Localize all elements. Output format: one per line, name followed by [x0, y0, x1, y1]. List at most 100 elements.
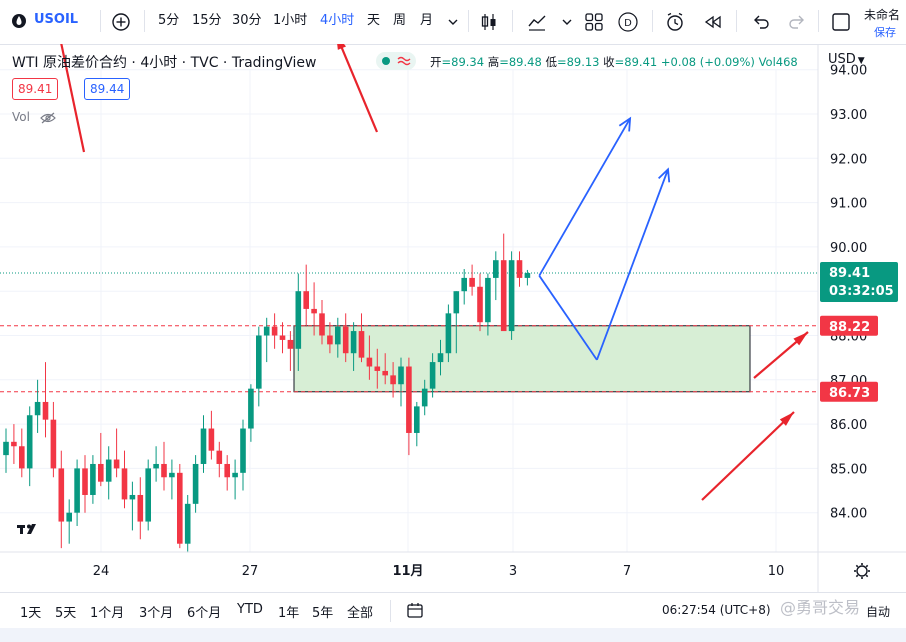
candle-body: [50, 419, 57, 469]
candle: [477, 273, 483, 332]
candle-body: [350, 331, 357, 354]
candle: [90, 455, 96, 504]
price-chart[interactable]: 84.0085.0086.0087.0088.0089.0090.0091.00…: [0, 44, 906, 592]
time-axis[interactable]: 24 27 11月 3 7 10: [0, 551, 906, 579]
candle: [319, 300, 325, 345]
goto-date-icon[interactable]: [406, 601, 424, 619]
undo-icon[interactable]: [750, 11, 772, 33]
buy-price-button[interactable]: 89.44: [84, 78, 131, 100]
interval-1d[interactable]: 天: [367, 13, 381, 28]
price-axis[interactable]: 84.0085.0086.0087.0088.0089.0090.0091.00…: [817, 44, 898, 592]
candle-body: [129, 494, 136, 500]
gear-tooth: [855, 564, 859, 568]
range-1m[interactable]: 1个月: [90, 606, 125, 621]
gear-tooth: [855, 574, 859, 578]
candle-body: [256, 335, 262, 389]
indicators-icon[interactable]: [526, 11, 548, 33]
alert-clock-icon[interactable]: [664, 11, 686, 33]
price-tick-label: 85.00: [830, 462, 867, 477]
chevron-down-icon[interactable]: [442, 11, 464, 33]
redo-icon[interactable]: [786, 11, 808, 33]
currency-selector[interactable]: USD ▼: [828, 52, 865, 67]
interval-1mo[interactable]: 月: [420, 13, 434, 28]
candle: [390, 362, 396, 398]
interval-1w[interactable]: 周: [393, 13, 407, 28]
candlestick-series: [3, 233, 531, 553]
range-1d[interactable]: 1天: [20, 606, 42, 621]
auto-scale-toggle[interactable]: 自动: [866, 605, 891, 619]
currency-label: USD: [828, 52, 856, 67]
candle-body: [82, 468, 88, 495]
chart-legend-title[interactable]: WTI 原油差价合约 · 4小时 · TVC · TradingView: [12, 55, 317, 71]
fullscreen-square-icon[interactable]: [830, 11, 852, 33]
candle-body: [105, 459, 112, 482]
candle: [469, 264, 475, 296]
candle-body: [311, 308, 317, 314]
candle-body: [263, 326, 270, 336]
level-price-tag[interactable]: [820, 381, 878, 402]
candle-body: [414, 406, 420, 433]
candle-body: [90, 463, 96, 495]
level-price-tag[interactable]: [820, 315, 878, 336]
volume-value: Vol468: [758, 55, 798, 69]
layout-name[interactable]: 未命名: [864, 8, 901, 22]
compare-add-icon[interactable]: [110, 11, 132, 33]
chart-settings-gear-icon[interactable]: [854, 563, 870, 579]
candle: [461, 269, 467, 305]
candle: [145, 459, 151, 531]
candle-body: [232, 472, 238, 478]
save-button[interactable]: 保存: [874, 26, 896, 39]
range-5d[interactable]: 5天: [55, 606, 77, 621]
candle: [98, 432, 104, 487]
volume-indicator-label[interactable]: Vol: [12, 110, 56, 124]
price-tick-label: 91.00: [830, 197, 867, 212]
range-ytd[interactable]: YTD: [237, 602, 263, 617]
candle-body: [429, 362, 436, 389]
tradingview-logo-icon[interactable]: [12, 514, 42, 544]
candle-body: [516, 260, 523, 278]
interval-15m[interactable]: 15分: [192, 13, 222, 28]
interval-30m[interactable]: 30分: [232, 13, 262, 28]
range-all[interactable]: 全部: [347, 606, 374, 621]
time-tick-label: 3: [509, 564, 517, 579]
candle: [516, 251, 523, 287]
candle-body: [335, 326, 341, 345]
candle: [42, 362, 49, 438]
level-price-text: 86.73: [829, 386, 870, 401]
eye-hidden-icon[interactable]: [39, 112, 56, 124]
range-3m[interactable]: 3个月: [139, 606, 174, 621]
candle: [19, 428, 25, 478]
indicator-template-icon[interactable]: D: [617, 11, 639, 33]
time-tick-label: 7: [623, 564, 631, 579]
symbol-search[interactable]: USOIL: [34, 12, 79, 27]
chevron-down-icon[interactable]: [556, 11, 578, 33]
candle: [216, 441, 223, 478]
current-price-tag[interactable]: [820, 262, 898, 303]
candle-body: [303, 291, 309, 309]
interval-1h[interactable]: 1小时: [273, 13, 308, 28]
candle: [11, 424, 17, 464]
candle-body: [192, 463, 199, 504]
candle: [208, 410, 215, 460]
range-5y[interactable]: 5年: [312, 606, 334, 621]
range-1y[interactable]: 1年: [278, 606, 300, 621]
replay-rewind-icon[interactable]: [702, 11, 724, 33]
top-toolbar: USOIL 5分 15分 30分 1小时 4小时 天 周 月 D: [0, 0, 906, 45]
interval-5m[interactable]: 5分: [158, 13, 180, 28]
clock-timezone[interactable]: 06:27:54 (UTC+8): [662, 603, 771, 617]
candle-style-icon[interactable]: [478, 11, 500, 33]
divider: [736, 10, 737, 32]
candle: [303, 264, 309, 327]
market-status-badge: [376, 52, 416, 70]
annotation-arrow: [338, 44, 379, 133]
gear-tooth: [865, 564, 869, 568]
layout-grid-icon[interactable]: [583, 11, 605, 33]
sell-price-button[interactable]: 89.41: [12, 78, 59, 100]
candle: [240, 419, 246, 491]
change-value: +0.08 (+0.09%): [660, 55, 755, 69]
candle: [406, 357, 412, 456]
range-6m[interactable]: 6个月: [187, 606, 222, 621]
interval-4h[interactable]: 4小时: [320, 13, 355, 28]
price-tick-label: 94.00: [830, 64, 867, 79]
candle: [3, 428, 9, 473]
